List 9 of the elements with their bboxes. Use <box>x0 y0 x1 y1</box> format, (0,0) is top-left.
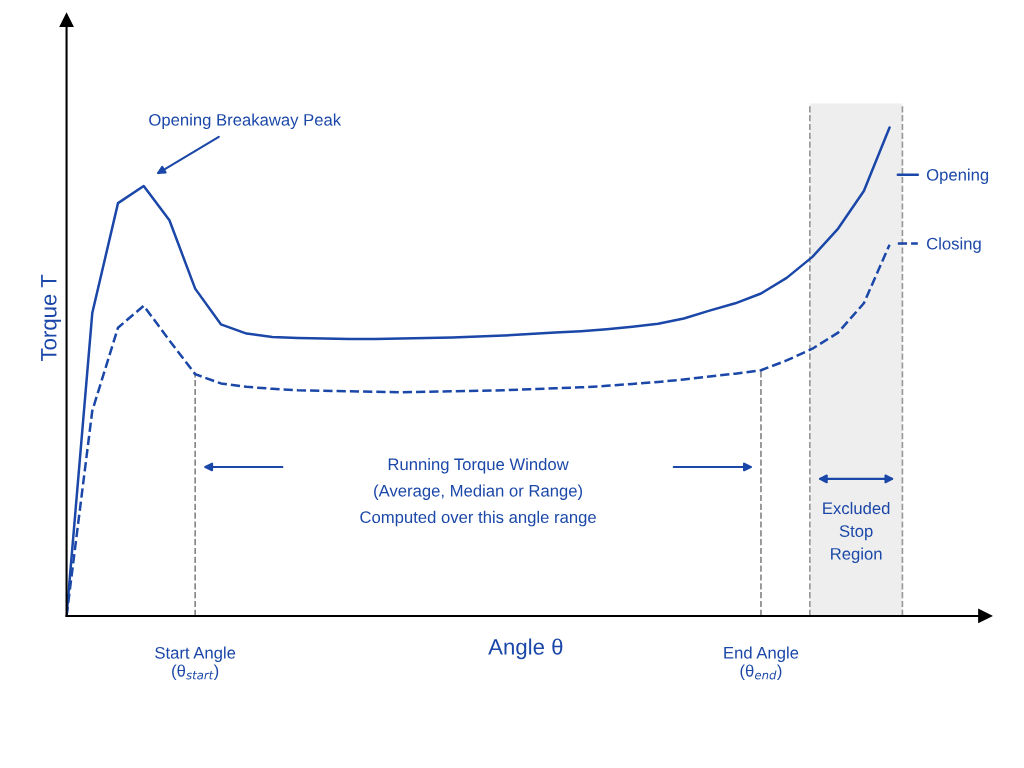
legend-label: Closing <box>927 237 981 253</box>
x-tick-label: End Angle (θ$_{end}$) <box>724 646 799 680</box>
annotation: Running Torque Window (Average, Median or Range) Computed over this angle range <box>360 458 596 527</box>
annotation: Opening Breakaway Peak <box>149 113 342 130</box>
y-axis-title: Torque T <box>41 274 61 362</box>
legend-label: Opening <box>926 168 989 185</box>
x-axis-title: Angle θ <box>488 638 563 660</box>
annotation: Excluded Stop Region <box>823 501 890 564</box>
x-tick-label: Start Angle (θ$_{start}$) <box>155 646 236 680</box>
